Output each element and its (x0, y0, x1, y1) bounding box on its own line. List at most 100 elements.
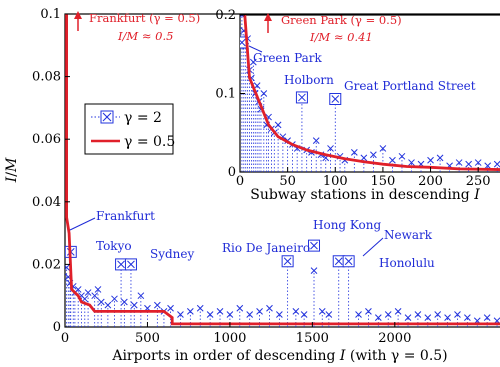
legend-entry-gamma05: γ = 0.5 (91, 134, 175, 150)
series-gamma2-point (104, 301, 112, 309)
annotation-rio: Rio De Janeiro (222, 241, 310, 255)
annotation-frankfurt-leader (69, 217, 96, 231)
annotation-green-park-gamma05: Green Park (γ = 0.5) I/M ≈ 0.41 (264, 13, 402, 44)
series-gamma2-point (465, 160, 473, 168)
series-gamma2-point (130, 301, 138, 309)
annotation-holborn: Holborn (284, 73, 334, 87)
inset-annotations: Green Park Holborn Great Portland Street… (248, 13, 476, 93)
series-gamma2-point (74, 286, 82, 293)
annotated-point-box (281, 255, 294, 268)
series-gamma2-point (436, 154, 444, 162)
series-gamma2-point (414, 311, 422, 318)
series-gamma2-point (137, 292, 145, 300)
series-gamma2-point (274, 121, 282, 129)
x-tick-label: 0 (236, 174, 244, 189)
series-gamma2-point (350, 149, 358, 156)
series-gamma2-point (153, 301, 161, 309)
series-gamma2-point (111, 295, 118, 303)
main-y-axis-title: I/M (4, 157, 20, 183)
y-tick-label: 0.02 (32, 257, 61, 272)
annotation-frankfurt-gamma05-line2: I/M ≈ 0.5 (117, 29, 173, 43)
series-gamma2-point (206, 311, 214, 318)
series-gamma2-point (266, 304, 273, 312)
series-gamma2-point (374, 314, 382, 321)
series-gamma2-point (444, 314, 451, 321)
series-gamma2-point (310, 267, 318, 275)
annotation-newark-leader (362, 237, 384, 257)
annotated-point-box (342, 255, 355, 268)
annotation-frankfurt-gamma05: Frankfurt (γ = 0.5) I/M ≈ 0.5 (74, 11, 200, 43)
series-gamma2-point (398, 152, 406, 160)
x-tick-label: 1000 (213, 331, 246, 346)
annotation-green-park-gamma05-line1: Green Park (γ = 0.5) (281, 13, 402, 27)
x-tick-label: 250 (466, 174, 491, 189)
x-tick-label: 2000 (378, 331, 411, 346)
series-gamma2-point (81, 295, 89, 303)
x-tick-label: 0 (61, 331, 69, 346)
series-gamma2-point (355, 311, 362, 318)
annotation-tokyo: Tokyo (96, 239, 132, 253)
series-gamma2-point (97, 298, 105, 306)
annotation-hongkong: Hong Kong (313, 218, 382, 232)
series-gamma2-point (167, 304, 174, 312)
annotated-point-box (329, 92, 342, 105)
annotated-point-box (115, 258, 128, 271)
y-tick-label: 0.04 (32, 195, 61, 210)
series-gamma2-point (394, 307, 402, 315)
y-tick-label: 0 (228, 165, 236, 180)
annotated-point-box (124, 258, 137, 271)
y-tick-label: 0.1 (215, 87, 236, 102)
y-tick-label: 0.2 (215, 8, 236, 23)
x-tick-label: 1500 (296, 331, 329, 346)
series-gamma2-point (84, 289, 92, 296)
inset-ticks: 0 50 100 150 200 250 0 0.1 0.2 (215, 8, 490, 189)
legend-label-gamma2: γ = 2 (124, 110, 162, 126)
series-gamma2-point (121, 298, 128, 306)
series-gamma2-point (276, 311, 283, 318)
series-gamma2-point (389, 156, 396, 164)
legend-box (84, 103, 174, 155)
series-gamma2-point (177, 311, 184, 318)
series-gamma2-point (379, 145, 387, 152)
series-gamma2-point (94, 286, 102, 293)
series-gamma2-point (408, 159, 415, 166)
legend-entry-gamma2: γ = 2 (91, 110, 162, 126)
x-tick-label: 200 (418, 174, 443, 189)
main-x-axis-title: Airports in order of descending I (with … (111, 348, 447, 364)
series-gamma2-point (404, 314, 412, 321)
series-gamma2-point (256, 307, 263, 315)
annotated-point-box (332, 255, 345, 268)
series-gamma2-point (327, 145, 334, 152)
annotated-point-box (308, 239, 321, 252)
series-gamma2-point (464, 314, 471, 321)
series-gamma2-point (493, 160, 500, 168)
inset-red-arrow-head (264, 13, 272, 21)
annotation-green-park-gamma05-line2: I/M ≈ 0.41 (309, 30, 373, 44)
annotation-green-park: Green Park (253, 51, 322, 65)
series-gamma2-point (360, 154, 368, 162)
series-gamma2-point (300, 311, 308, 318)
series-gamma2-point (312, 137, 320, 144)
series-gamma05-line (65, 14, 500, 326)
series-gamma2-point (455, 159, 463, 166)
x-tick-label: 100 (323, 174, 348, 189)
series-gamma2-point (483, 314, 491, 321)
x-tick-label: 50 (279, 174, 296, 189)
series-gamma2-point (434, 311, 442, 318)
annotation-frankfurt: Frankfurt (96, 209, 155, 223)
main-annotations: Frankfurt Tokyo Sydney Rio De Janeiro Ho… (69, 11, 435, 270)
series-gamma2-point (249, 58, 257, 66)
series-gamma2-point (186, 307, 194, 315)
x-tick-label: 500 (135, 331, 160, 346)
y-tick-label: 0.1 (40, 7, 61, 22)
main-plot-frame (64, 13, 500, 328)
series-gamma2-point (253, 82, 261, 90)
series-gamma2-point (91, 292, 99, 300)
series-gamma2-point (65, 264, 71, 271)
inset-x-axis-title: Subway stations in descending I (250, 187, 480, 203)
series-gamma2-point (454, 311, 461, 318)
annotation-great-portland: Great Portland Street (344, 79, 476, 93)
annotation-sydney: Sydney (150, 247, 195, 261)
